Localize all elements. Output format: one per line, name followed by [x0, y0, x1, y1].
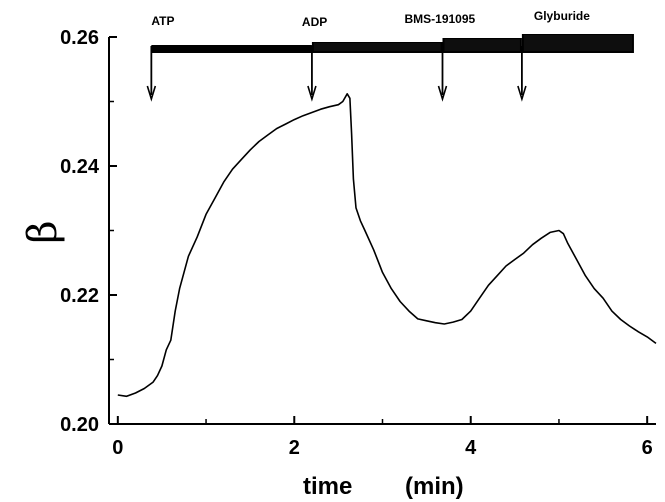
axes	[108, 37, 656, 425]
x-tick-label: 4	[465, 437, 477, 459]
series-line	[117, 93, 657, 398]
y-tick-label: 0.22	[60, 285, 99, 307]
annotation-label: ADP	[302, 15, 327, 29]
annotation-label: BMS-191095	[404, 12, 475, 26]
treatment-arrows: ATP ADP BMS-191095 Glyburide	[146, 9, 590, 102]
y-axis-label: β	[20, 220, 66, 243]
x-axis-unit: (min)	[405, 473, 464, 500]
annotation-arrowhead	[437, 85, 448, 102]
x-tick-label: 6	[642, 437, 653, 459]
annotation-label: ATP	[151, 14, 174, 28]
annotation-arrowhead	[517, 85, 527, 102]
x-tick-label: 0	[112, 437, 123, 459]
y-tick-label: 0.24	[60, 156, 100, 178]
annotation-label: Glyburide	[534, 9, 590, 23]
y-tick-label: 0.26	[60, 27, 99, 49]
treatment-bar-segment	[151, 45, 312, 53]
annotation-arrowhead	[307, 85, 317, 102]
annotation-arrowhead	[146, 85, 157, 102]
treatment-bar	[151, 34, 634, 53]
y-tick-label: 0.20	[60, 414, 99, 436]
x-tick-label: 2	[289, 437, 300, 459]
x-axis-label: time	[303, 473, 352, 500]
ticks: 0 2 4 6 0.20 0.22 0.24 0.26	[60, 27, 653, 459]
treatment-bar-segment	[311, 42, 443, 53]
